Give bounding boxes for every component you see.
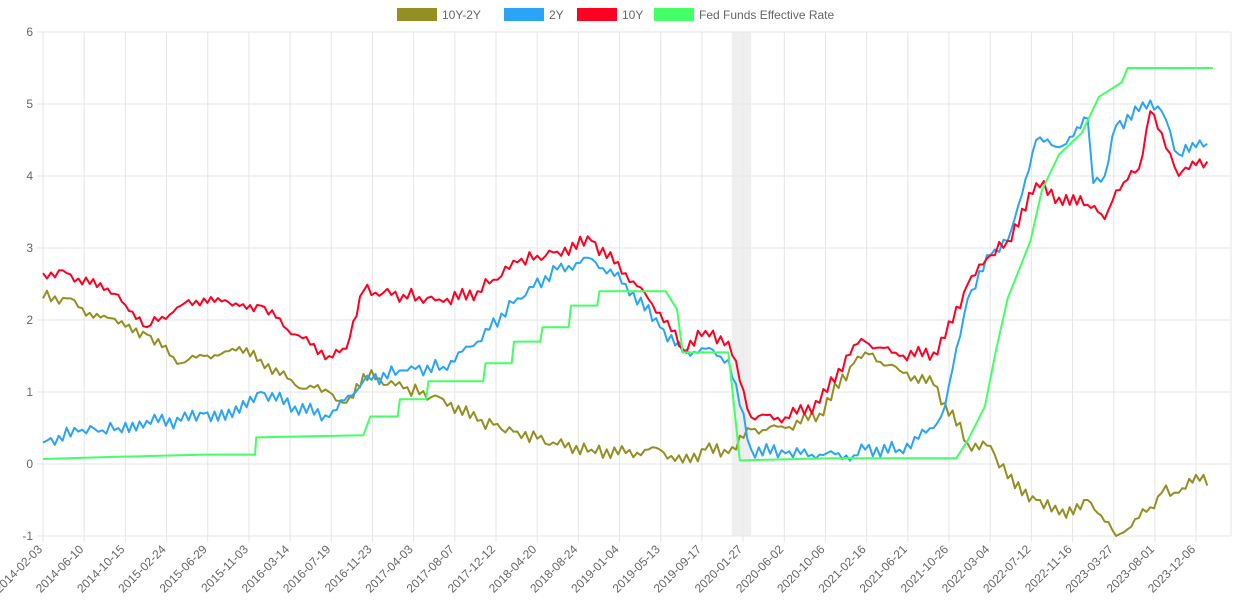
y-tick-label: 1 [26,385,33,399]
legend-item[interactable]: 2Y [504,8,564,22]
grid [37,31,1232,542]
legend-item[interactable]: 10Y-2Y [397,8,481,22]
series-line [42,289,1209,537]
legend-label: 10Y-2Y [442,8,481,22]
recession-shading [731,32,752,536]
y-tick-label: 5 [26,97,33,111]
legend-label: 2Y [549,8,564,22]
shaded-region-layer [731,32,752,536]
y-tick-label: 0 [26,457,33,471]
legend[interactable]: 10Y-2Y 2Y 10Y Fed Funds Effective Rate [397,8,835,22]
legend-item[interactable]: Fed Funds Effective Rate [654,8,835,22]
legend-swatch [504,8,544,21]
series-layer [42,67,1213,537]
legend-swatch [397,8,437,21]
legend-swatch [577,8,617,21]
y-tick-label: 2 [26,313,33,327]
legend-label: Fed Funds Effective Rate [699,8,835,22]
y-tick-label: 3 [26,241,33,255]
series-line [42,110,1209,424]
legend-item[interactable]: 10Y [577,8,643,22]
series-line [42,99,1208,462]
series-line [42,67,1213,462]
legend-label: 10Y [622,8,643,22]
legend-swatch [654,8,694,21]
y-tick-label: 4 [26,169,33,183]
y-tick-label: -1 [22,529,33,543]
y-tick-label: 6 [26,25,33,39]
axis-layer: 6543210-12014-02-032014-06-102014-10-152… [0,25,1198,596]
